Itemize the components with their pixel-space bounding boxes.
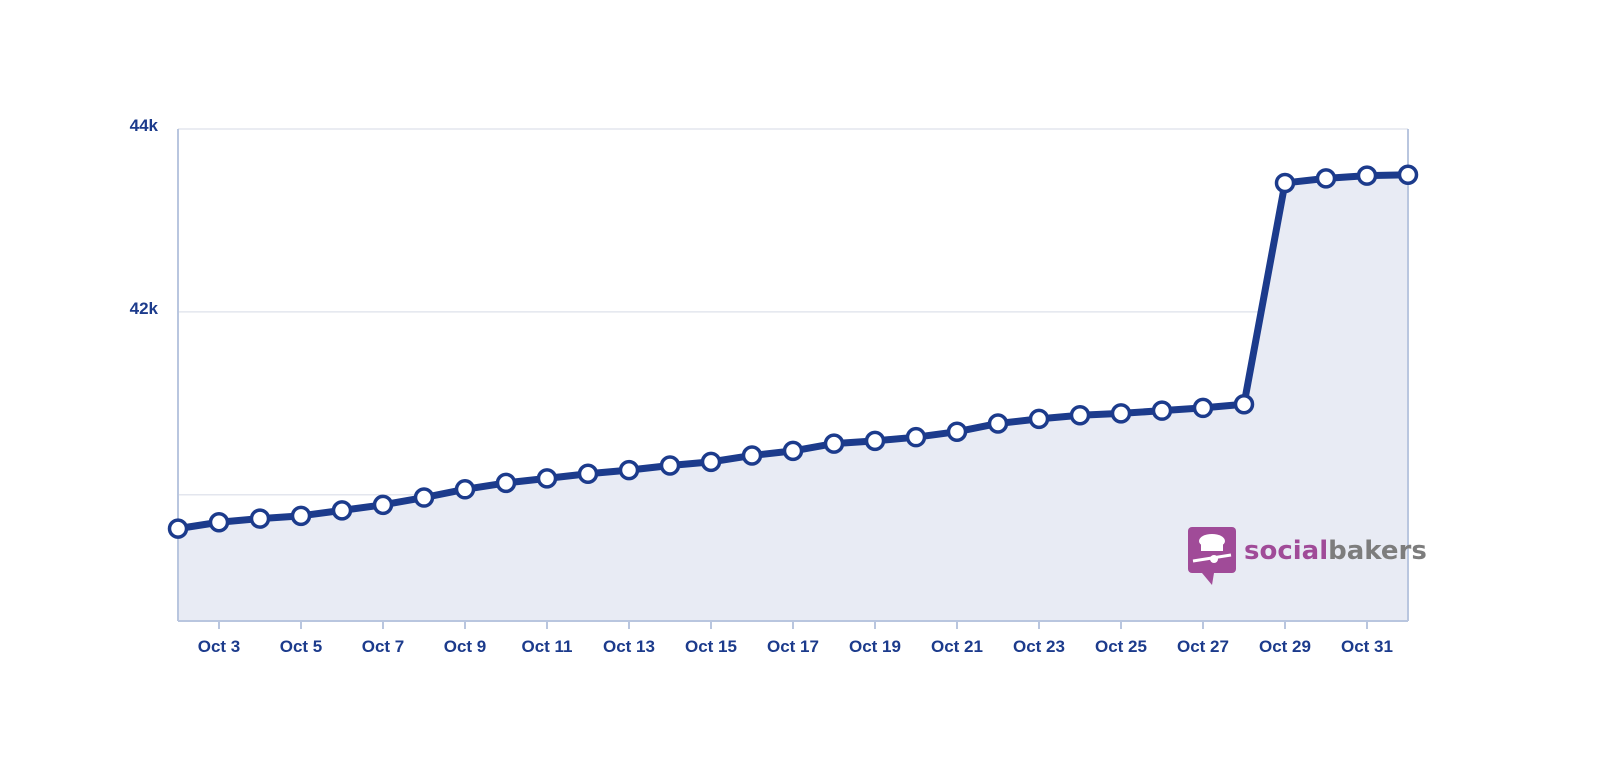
- data-point: [1192, 397, 1214, 419]
- data-point: [1274, 172, 1296, 194]
- data-point: [905, 426, 927, 448]
- data-point: [1397, 164, 1419, 185]
- data-point: [1110, 403, 1132, 424]
- data-point: [782, 440, 804, 462]
- data-point: [1151, 400, 1173, 421]
- data-point: [536, 468, 558, 489]
- y-tick-label: 42k: [130, 299, 159, 318]
- data-point: [1356, 165, 1378, 186]
- x-tick-label: Oct 21: [931, 637, 983, 656]
- x-tick-label: Oct 13: [603, 637, 655, 656]
- data-point: [946, 421, 968, 442]
- x-tick-label: Oct 23: [1013, 637, 1065, 656]
- series-area: [178, 174, 1408, 621]
- x-tick-label: Oct 15: [685, 637, 737, 656]
- y-axis-ticks: 44k 42k: [130, 116, 159, 318]
- data-point: [372, 494, 394, 516]
- socialbakers-watermark: socialbakers: [1188, 527, 1427, 585]
- x-axis-ticks: Oct 3 Oct 5 Oct 7 Oct 9 Oct 11 Oct 13 Oct 15 Oc…: [198, 621, 1393, 656]
- data-point: [167, 518, 189, 539]
- x-tick-label: Oct 19: [849, 637, 901, 656]
- data-point: [987, 413, 1009, 434]
- data-point: [700, 451, 722, 473]
- data-point: [823, 433, 845, 454]
- watermark-text-bakers: bakers: [1328, 536, 1427, 566]
- data-point: [1069, 404, 1091, 426]
- data-point: [454, 479, 476, 500]
- x-tick-label: Oct 27: [1177, 637, 1229, 656]
- socialbakers-logo-icon: [1188, 527, 1236, 585]
- data-point: [1028, 408, 1050, 430]
- x-tick-label: Oct 25: [1095, 637, 1147, 656]
- x-tick-label: Oct 3: [198, 637, 241, 656]
- x-tick-label: Oct 7: [362, 637, 405, 656]
- x-tick-label: Oct 31: [1341, 637, 1393, 656]
- data-point: [290, 505, 312, 527]
- data-point: [864, 430, 886, 452]
- data-point: [659, 455, 681, 476]
- x-tick-label: Oct 5: [280, 637, 323, 656]
- watermark-text-social: social: [1244, 536, 1328, 566]
- x-tick-label: Oct 9: [444, 637, 487, 656]
- x-tick-label: Oct 29: [1259, 637, 1311, 656]
- x-tick-label: Oct 17: [767, 637, 819, 656]
- data-point: [208, 511, 230, 533]
- data-point: [331, 500, 353, 521]
- data-point: [1233, 394, 1255, 415]
- data-point: [413, 487, 435, 508]
- data-point: [618, 459, 640, 481]
- data-point: [741, 445, 763, 466]
- svg-text:socialbakers: socialbakers: [1244, 536, 1427, 566]
- data-point: [249, 508, 271, 529]
- data-point: [577, 463, 599, 485]
- data-point: [495, 472, 517, 494]
- data-point: [1315, 168, 1337, 189]
- y-tick-label: 44k: [130, 116, 159, 135]
- x-tick-label: Oct 11: [521, 637, 572, 656]
